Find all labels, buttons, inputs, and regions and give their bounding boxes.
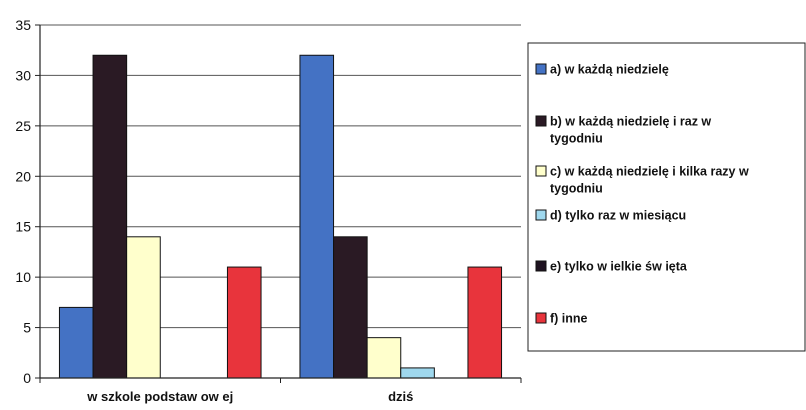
y-tick-label: 5 xyxy=(23,320,31,336)
legend-entry: a) w każdą niedzielę xyxy=(550,63,669,77)
legend-swatch xyxy=(535,312,547,324)
legend-swatch xyxy=(535,63,547,75)
bars xyxy=(58,54,503,379)
x-category-labels: w szkole podstaw ow ej dziś xyxy=(86,389,413,404)
x-category-label: w szkole podstaw ow ej xyxy=(86,389,233,404)
legend-entry: b) w każdą niedzielę i raz w tygodniu xyxy=(550,115,711,146)
bar xyxy=(58,306,94,379)
y-tick-label: 10 xyxy=(15,269,31,285)
x-category-label: dziś xyxy=(388,389,413,404)
legend-entry: d) tylko raz w miesiącu xyxy=(550,209,686,223)
legend-swatch xyxy=(535,115,547,127)
legend: a) w każdą niedzielę b) w każdą niedzielę… xyxy=(527,42,806,352)
bar xyxy=(226,266,262,379)
legend-entry: f) inne xyxy=(550,312,588,326)
legend-swatch xyxy=(535,260,547,272)
y-tick-label: 15 xyxy=(15,219,31,235)
legend-swatch xyxy=(535,209,547,221)
axes xyxy=(35,24,522,383)
legend-entry: e) tylko w ielkie św ięta xyxy=(550,260,688,274)
bar xyxy=(366,337,402,379)
y-tick-label: 25 xyxy=(15,118,31,134)
bar xyxy=(333,236,368,379)
y-tick-label: 30 xyxy=(15,67,31,83)
y-tick-label: 35 xyxy=(15,17,31,33)
bar xyxy=(92,54,128,379)
bar xyxy=(299,54,335,379)
y-tick-label: 20 xyxy=(15,168,31,184)
bar xyxy=(126,236,161,379)
bar xyxy=(467,266,503,379)
legend-entry: c) w każdą niedzielę i kilka razy w tygod… xyxy=(550,165,749,196)
y-tick-labels: 0 5 10 15 20 25 30 35 xyxy=(15,17,31,386)
y-tick-label: 0 xyxy=(23,370,31,386)
legend-box xyxy=(527,42,806,352)
legend-swatch xyxy=(535,165,547,177)
bar xyxy=(400,367,435,379)
